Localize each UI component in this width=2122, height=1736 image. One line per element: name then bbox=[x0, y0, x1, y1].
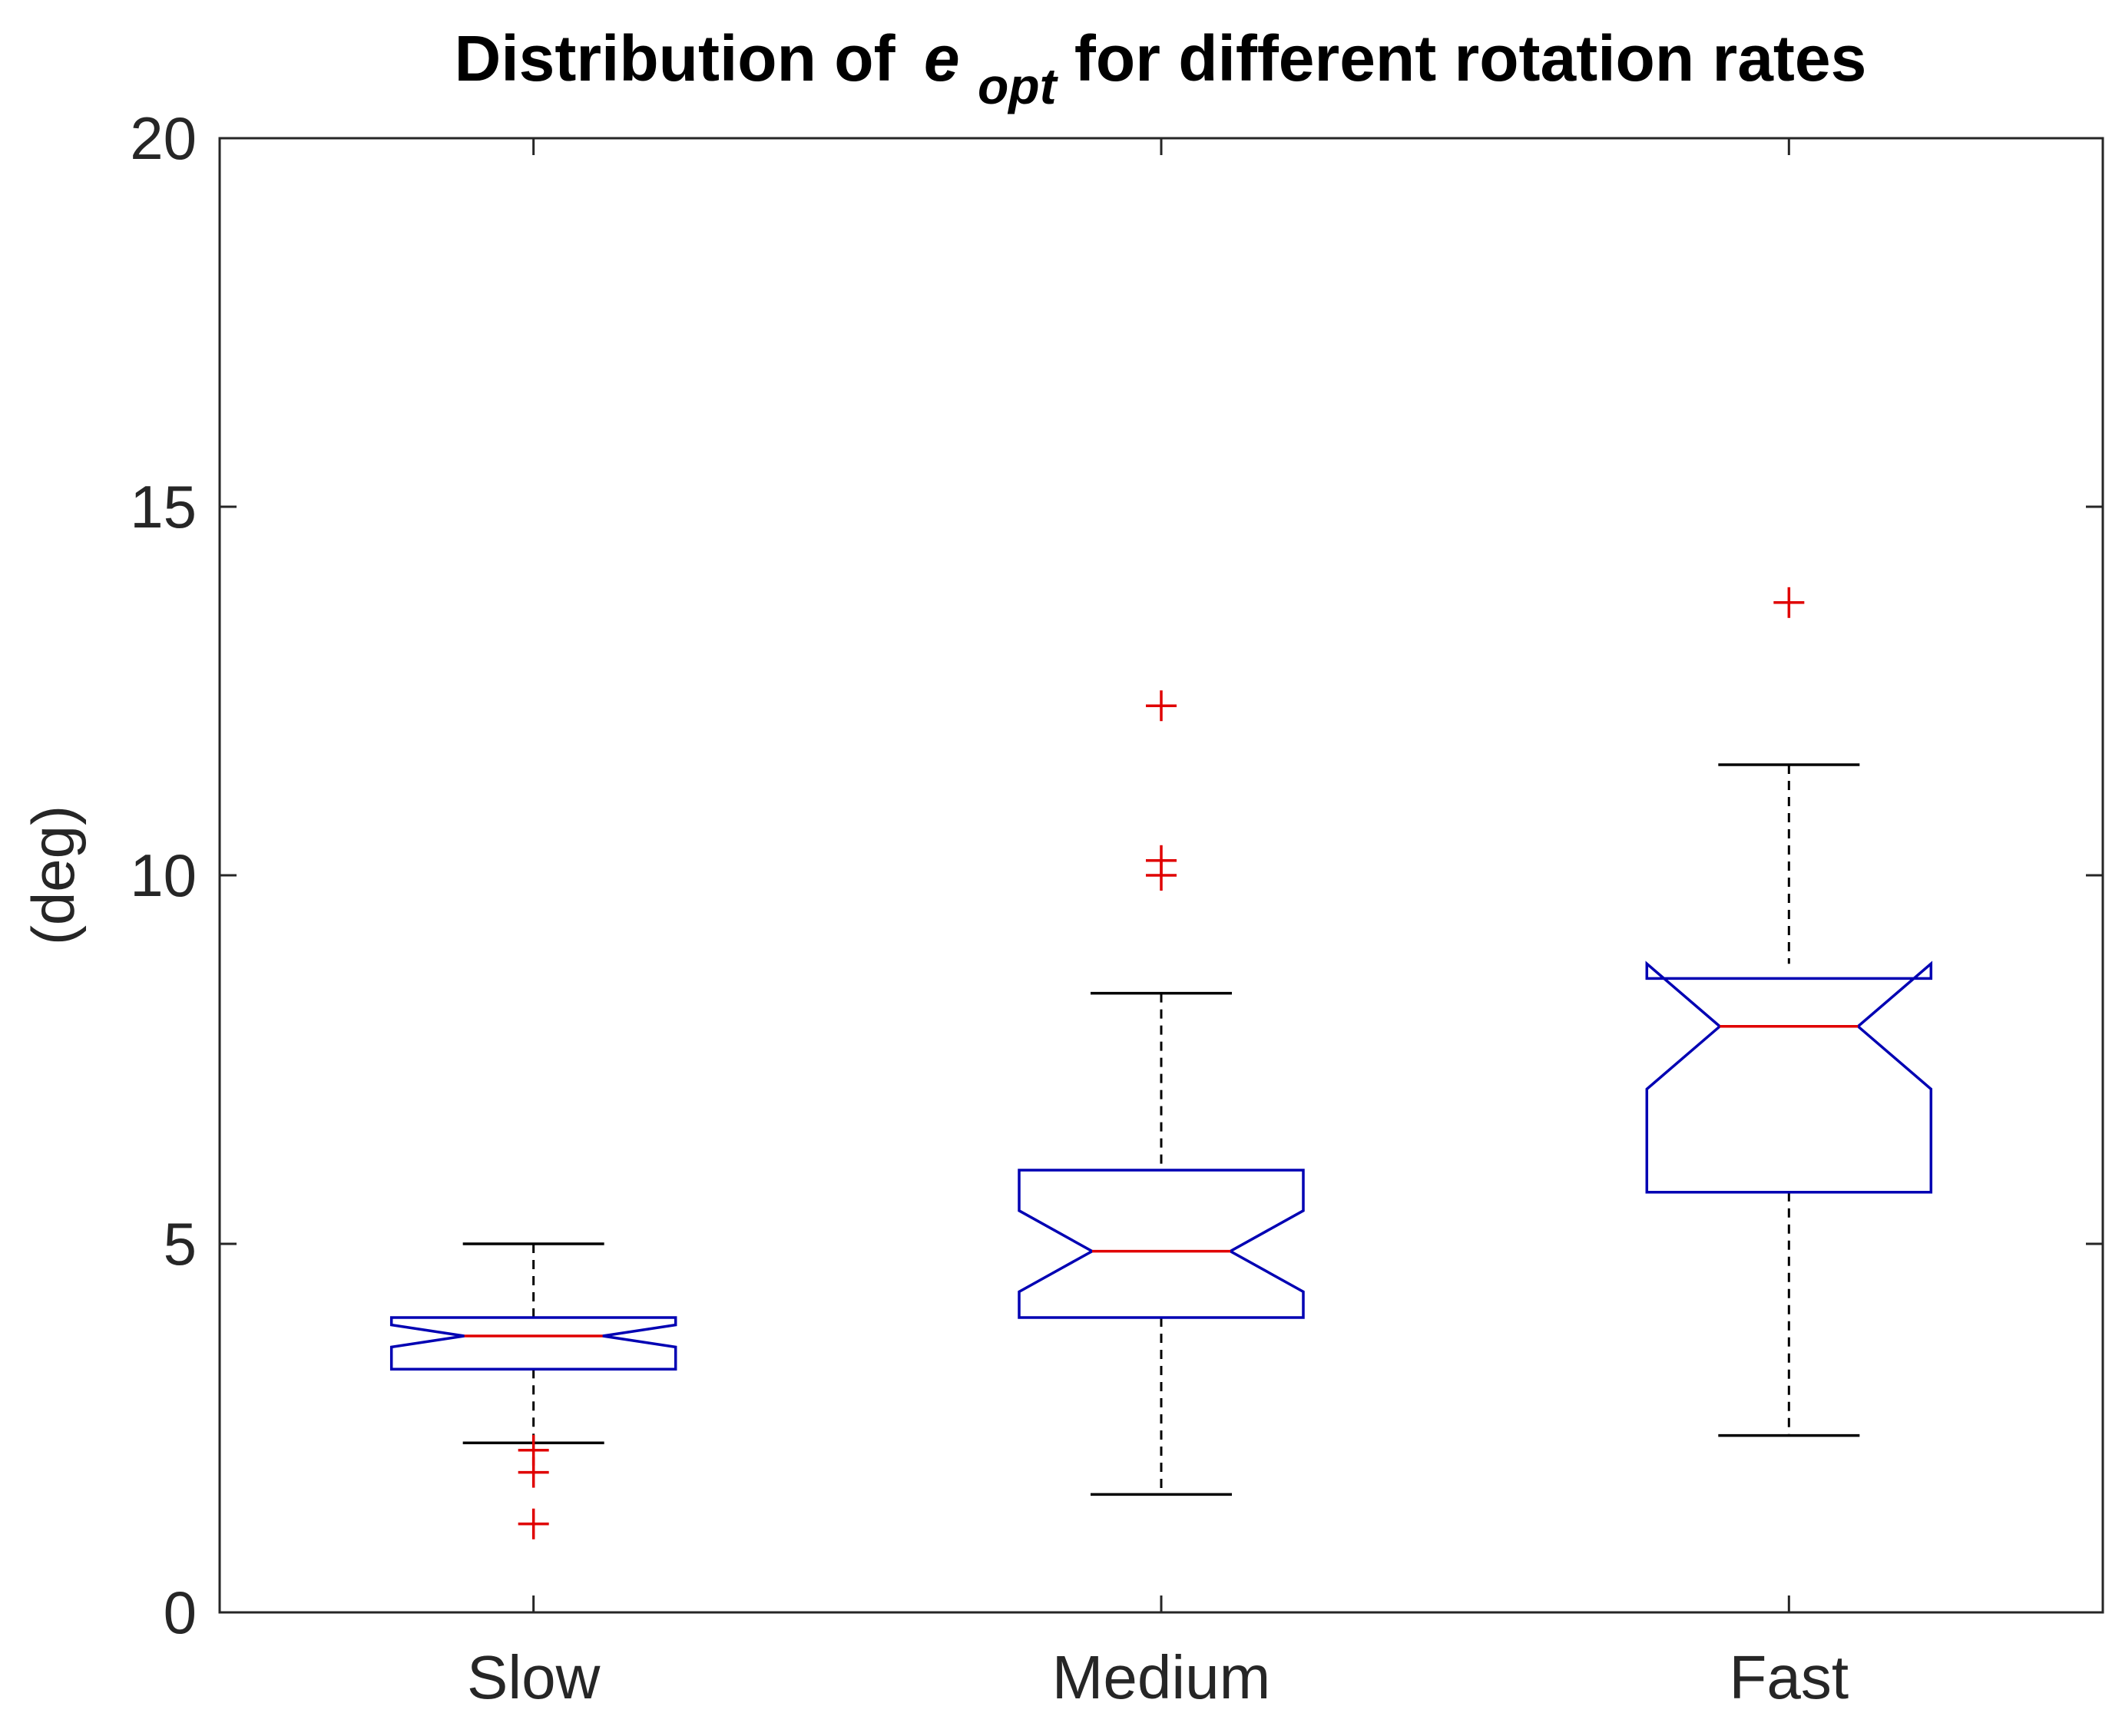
chart-title-suffix: for different rotation rates bbox=[1074, 22, 1866, 94]
y-axis-label: (deg) bbox=[19, 805, 87, 945]
x-tick-label: Slow bbox=[467, 1643, 601, 1711]
y-tick-label: 20 bbox=[130, 104, 197, 172]
chart-title-symbol: e bbox=[924, 22, 960, 94]
y-tick-label: 15 bbox=[130, 473, 197, 541]
box-fast bbox=[1645, 961, 1933, 1194]
chart-title: Distribution of e opt for different rota… bbox=[455, 22, 1867, 117]
y-tick-label: 0 bbox=[164, 1579, 197, 1646]
y-tick-label: 5 bbox=[164, 1210, 197, 1278]
chart-title-prefix: Distribution of bbox=[455, 22, 913, 94]
plot-area: 0 5 10 15 20 Slow Medium Fast bbox=[130, 104, 2104, 1711]
x-tick-label: Medium bbox=[1052, 1643, 1271, 1711]
y-tick-label: 10 bbox=[130, 842, 197, 909]
box-medium bbox=[1018, 1169, 1305, 1319]
chart-title-subscript: opt bbox=[978, 58, 1059, 114]
box-slow bbox=[389, 1316, 677, 1371]
x-tick-label: Fast bbox=[1730, 1643, 1849, 1711]
